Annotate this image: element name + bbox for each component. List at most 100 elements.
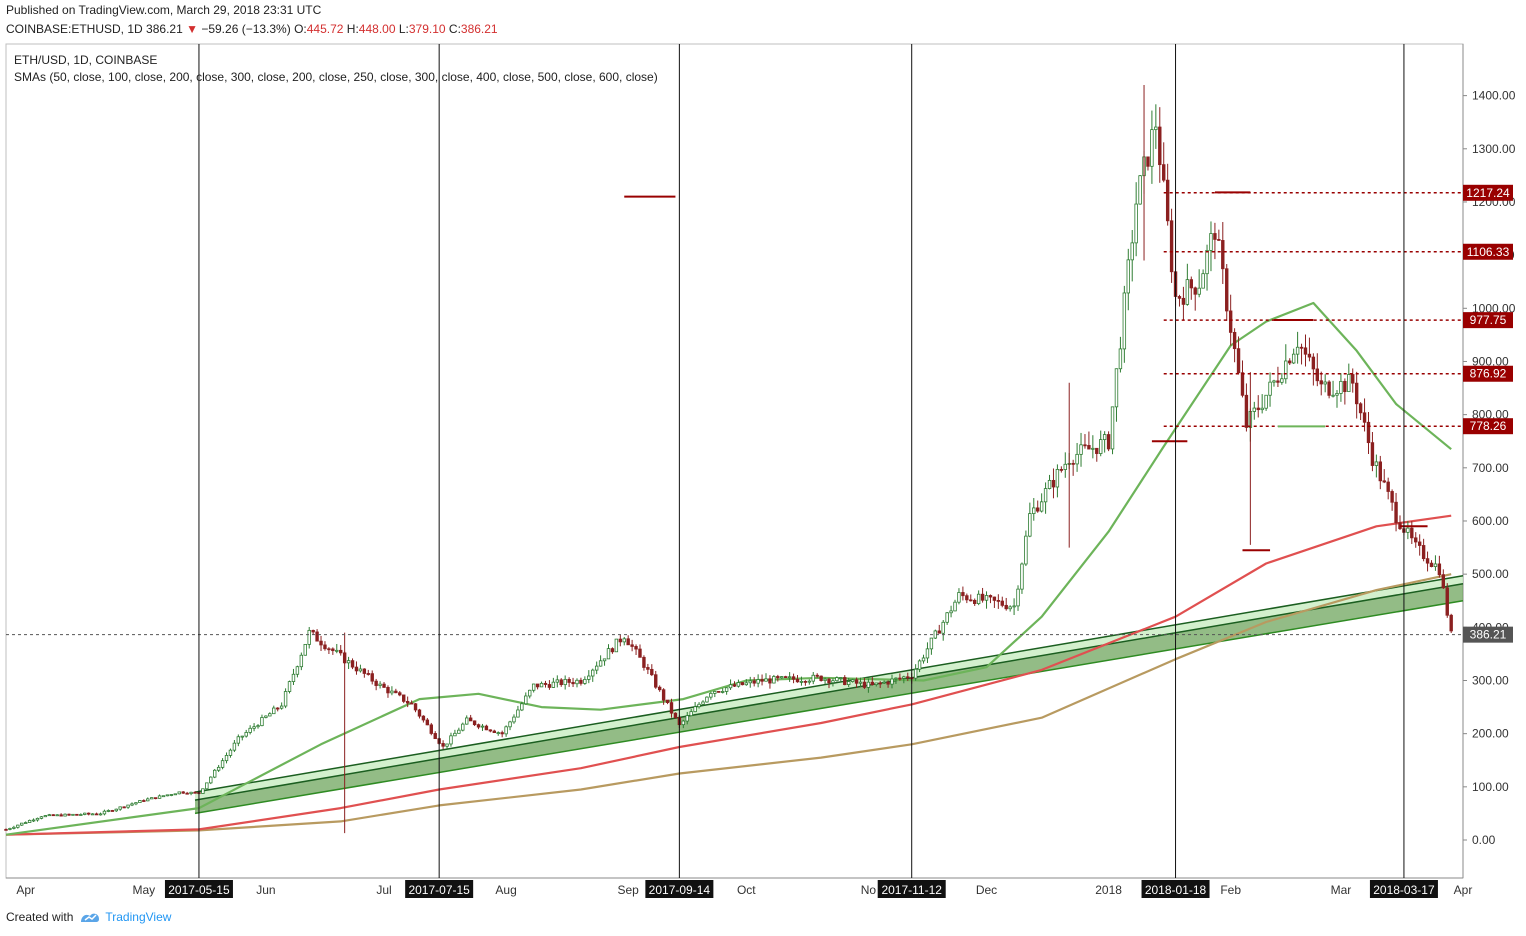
candle-up	[8, 828, 12, 830]
candle-down	[1378, 461, 1383, 482]
candle-down	[1004, 604, 1008, 610]
candle-down	[803, 680, 808, 683]
candle-down	[1244, 394, 1249, 428]
candle-up	[161, 795, 166, 798]
candle-up	[787, 676, 792, 679]
candle-up	[622, 638, 626, 643]
candle-up	[1252, 407, 1256, 412]
candle-up	[681, 720, 686, 726]
candle-up	[98, 813, 103, 816]
y-tick-label: 600.00	[1472, 514, 1509, 528]
candle-up	[272, 707, 276, 715]
candle-up	[689, 711, 693, 717]
candle-up	[268, 713, 272, 717]
candle-down	[657, 686, 662, 691]
candle-up	[205, 782, 209, 790]
open-value: 445.72	[306, 22, 344, 36]
marked-date-label: 2018-03-17	[1373, 883, 1435, 897]
level-label: 1106.33	[1467, 245, 1510, 259]
candle-down	[413, 703, 418, 711]
candle-up	[772, 676, 776, 684]
candle-down	[996, 599, 1001, 602]
candle-down	[382, 683, 386, 688]
high-value: 448.00	[358, 22, 396, 36]
candle-down	[776, 676, 780, 679]
footer: Created with TradingView	[6, 910, 171, 924]
marked-date-tag	[645, 880, 714, 898]
candle-up	[146, 798, 150, 802]
candle-up	[118, 806, 122, 810]
candle-down	[969, 599, 973, 602]
candle-down	[319, 640, 323, 646]
candle-up	[43, 815, 48, 818]
candle-down	[1276, 380, 1280, 383]
candle-up	[283, 691, 288, 707]
candle-up	[335, 649, 339, 652]
level-label: 977.75	[1470, 313, 1507, 327]
candle-down	[535, 683, 540, 688]
candle-up	[47, 814, 52, 817]
candle-up	[953, 601, 957, 612]
candle-down	[354, 666, 359, 672]
candle-up	[1099, 439, 1103, 454]
candle-up	[882, 681, 886, 684]
candle-down	[559, 679, 563, 686]
candle-up	[531, 683, 536, 691]
candle-up	[594, 665, 599, 671]
candle-up	[232, 742, 237, 751]
candle-up	[575, 679, 579, 685]
candle-down	[1429, 562, 1434, 568]
candle-down	[441, 743, 445, 747]
candle-up	[1110, 406, 1115, 450]
candle-down	[1441, 574, 1446, 589]
candle-down	[886, 681, 890, 685]
candle-down	[311, 629, 315, 633]
channel-lower-band	[195, 583, 1463, 814]
candle-up	[39, 816, 44, 819]
candle-down	[394, 690, 398, 694]
candle-up	[157, 795, 162, 799]
candle-up	[165, 794, 170, 797]
candle-up	[453, 732, 457, 737]
candle-up	[1201, 273, 1205, 289]
candle-down	[370, 673, 374, 682]
candle-up	[177, 791, 181, 795]
candle-down	[815, 674, 819, 677]
candle-down	[870, 681, 875, 685]
candle-up	[925, 648, 930, 659]
candle-down	[86, 812, 91, 815]
candle-up	[138, 800, 142, 804]
candle-down	[1146, 156, 1150, 167]
candle-down	[610, 648, 615, 653]
candle-down	[1193, 287, 1197, 295]
candle-up	[445, 743, 449, 747]
candle-down	[642, 656, 646, 668]
candle-down	[992, 596, 997, 601]
candle-up	[1335, 392, 1339, 396]
last-price-tag	[1463, 626, 1513, 643]
candle-up	[20, 822, 24, 826]
candle-up	[685, 715, 689, 722]
candle-down	[110, 810, 115, 812]
indicator-legend: ETH/USD, 1D, COINBASE SMAs (50, close, 1…	[14, 52, 658, 86]
candle-down	[476, 724, 481, 728]
tradingview-link[interactable]: TradingView	[79, 910, 171, 924]
level-tag	[1463, 184, 1513, 201]
candle-up	[1323, 381, 1327, 385]
candle-up	[248, 727, 252, 733]
candle-up	[1185, 279, 1190, 305]
candle-down	[1351, 374, 1355, 384]
candle-up	[555, 679, 559, 683]
candle-up	[1016, 588, 1020, 607]
candle-up	[244, 732, 248, 737]
candle-down	[988, 595, 993, 598]
level-label: 1217.24	[1466, 186, 1510, 200]
candle-down	[142, 800, 146, 802]
low-value: 379.10	[408, 22, 446, 36]
candle-down	[1051, 479, 1056, 488]
x-month-label: Sep	[617, 883, 639, 897]
candle-up	[1295, 346, 1300, 355]
candle-up	[457, 729, 461, 734]
candle-up	[929, 637, 934, 650]
